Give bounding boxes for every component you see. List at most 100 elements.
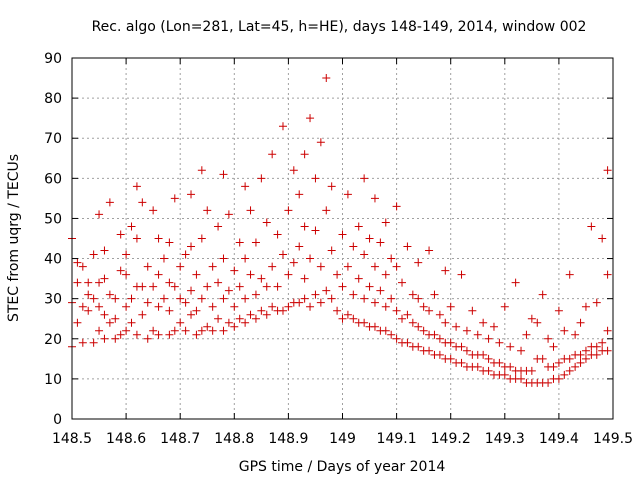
- data-point: [192, 330, 201, 339]
- data-point: [365, 282, 374, 291]
- data-point: [176, 294, 185, 303]
- data-point: [387, 330, 396, 339]
- data-point: [473, 330, 482, 339]
- data-point: [565, 354, 574, 363]
- data-point: [381, 218, 390, 227]
- data-point: [214, 278, 223, 287]
- data-point: [268, 302, 277, 311]
- data-point: [360, 174, 369, 183]
- data-point: [224, 210, 233, 219]
- data-point: [208, 302, 217, 311]
- data-point: [462, 326, 471, 335]
- data-point: [241, 294, 250, 303]
- data-point: [116, 230, 125, 239]
- data-point: [376, 286, 385, 295]
- data-point: [533, 318, 542, 327]
- data-point: [300, 222, 309, 231]
- data-point: [262, 218, 271, 227]
- data-point: [138, 282, 147, 291]
- data-point: [300, 294, 309, 303]
- data-point: [473, 362, 482, 371]
- y-tick-label: 40: [44, 252, 62, 268]
- data-point: [111, 334, 120, 343]
- data-point: [170, 194, 179, 203]
- data-point: [435, 334, 444, 343]
- data-point: [89, 338, 98, 347]
- data-point: [560, 370, 569, 379]
- data-point: [452, 322, 461, 331]
- data-point: [197, 326, 206, 335]
- data-point: [517, 346, 526, 355]
- x-tick-label: 149.4: [539, 431, 579, 447]
- data-point: [306, 114, 315, 123]
- x-tick-label: 149.1: [377, 431, 417, 447]
- data-point: [554, 374, 563, 383]
- data-point: [603, 346, 612, 355]
- data-point: [538, 354, 547, 363]
- data-point: [132, 330, 141, 339]
- data-point: [343, 190, 352, 199]
- data-point: [587, 222, 596, 231]
- data-point: [306, 302, 315, 311]
- data-point: [187, 310, 196, 319]
- data-point: [95, 326, 104, 335]
- data-point: [241, 254, 250, 263]
- data-points: [68, 74, 612, 387]
- data-point: [349, 242, 358, 251]
- data-point: [500, 370, 509, 379]
- data-point: [403, 338, 412, 347]
- data-point: [95, 210, 104, 219]
- data-point: [576, 350, 585, 359]
- data-point: [462, 346, 471, 355]
- data-point: [370, 194, 379, 203]
- data-point: [122, 302, 131, 311]
- data-point: [181, 326, 190, 335]
- data-point: [132, 182, 141, 191]
- data-point: [187, 242, 196, 251]
- data-point: [122, 270, 131, 279]
- data-point: [219, 254, 228, 263]
- data-point: [565, 366, 574, 375]
- data-point: [235, 282, 244, 291]
- data-point: [170, 282, 179, 291]
- data-point: [581, 354, 590, 363]
- data-point: [495, 358, 504, 367]
- data-point: [143, 298, 152, 307]
- data-point: [365, 234, 374, 243]
- data-point: [592, 350, 601, 359]
- data-point: [197, 234, 206, 243]
- data-point: [105, 290, 114, 299]
- data-point: [468, 306, 477, 315]
- data-point: [154, 270, 163, 279]
- data-point: [203, 282, 212, 291]
- data-point: [441, 266, 450, 275]
- y-tick-label: 80: [44, 91, 62, 107]
- data-point: [446, 338, 455, 347]
- data-point: [327, 246, 336, 255]
- data-point: [257, 274, 266, 283]
- data-point: [381, 326, 390, 335]
- data-point: [224, 286, 233, 295]
- data-point: [392, 202, 401, 211]
- data-point: [295, 298, 304, 307]
- y-tick-label: 90: [44, 51, 62, 67]
- data-point: [343, 262, 352, 271]
- data-point: [316, 262, 325, 271]
- chart-title: Rec. algo (Lon=281, Lat=45, h=HE), days …: [92, 19, 587, 35]
- data-point: [116, 330, 125, 339]
- data-point: [484, 334, 493, 343]
- data-point: [571, 362, 580, 371]
- data-point: [414, 294, 423, 303]
- data-point: [122, 250, 131, 259]
- data-point: [592, 342, 601, 351]
- data-point: [230, 302, 239, 311]
- data-point: [165, 278, 174, 287]
- data-point: [576, 318, 585, 327]
- data-point: [73, 258, 82, 267]
- data-point: [149, 282, 158, 291]
- data-point: [127, 318, 136, 327]
- data-point: [333, 306, 342, 315]
- data-point: [603, 326, 612, 335]
- data-point: [262, 310, 271, 319]
- data-point: [457, 358, 466, 367]
